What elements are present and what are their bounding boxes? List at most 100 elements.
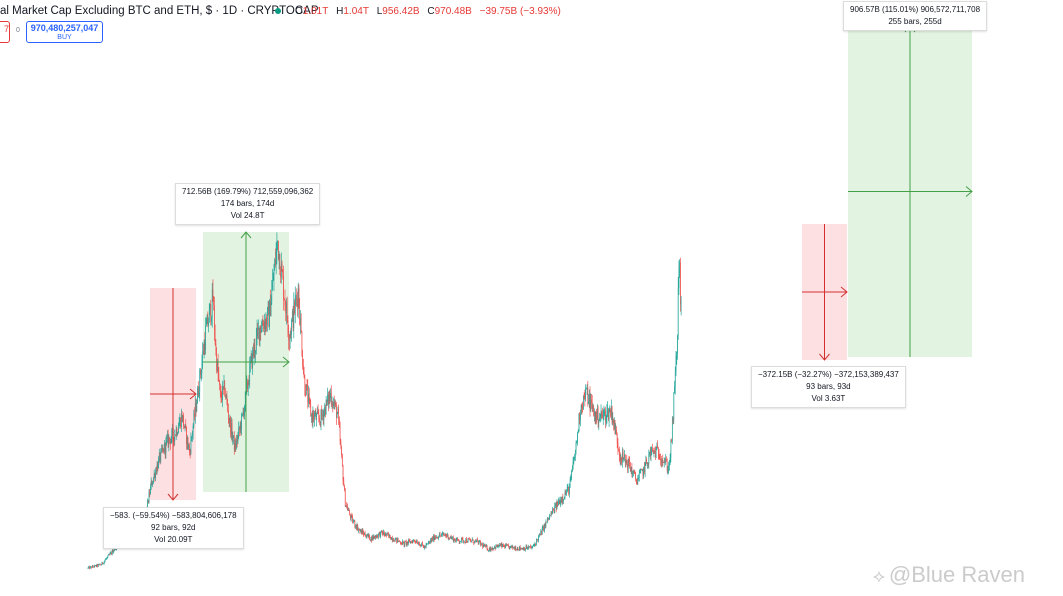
candle [393, 538, 395, 542]
candle [645, 455, 647, 466]
candle [616, 432, 618, 449]
candle [329, 389, 331, 405]
candle-body [266, 317, 267, 325]
candle [196, 399, 198, 413]
candle-body [490, 548, 492, 551]
candle [474, 539, 476, 543]
candle [499, 543, 500, 547]
candle-body [630, 466, 631, 472]
buy-button[interactable]: 970,480,257,047 BUY [26, 21, 103, 43]
candle-body [628, 458, 630, 462]
candle [422, 544, 424, 548]
candle-body [214, 305, 215, 331]
candle-body [300, 317, 302, 333]
candle [401, 542, 403, 545]
candle-body [354, 520, 356, 527]
candle [591, 393, 592, 410]
candle-body [197, 388, 198, 404]
candle [515, 545, 517, 552]
candle [283, 265, 284, 311]
candle-body [271, 289, 273, 303]
candle-body [179, 418, 181, 424]
candle-body [412, 540, 414, 544]
candle [640, 468, 642, 474]
candle [546, 521, 547, 523]
candle-body [269, 300, 270, 327]
candle [673, 392, 675, 425]
candle [217, 358, 218, 373]
candle-body [180, 418, 181, 428]
candle-body [566, 487, 568, 493]
candle [306, 379, 308, 391]
candle-body [352, 521, 354, 523]
candle-body [241, 414, 242, 430]
candle [278, 240, 279, 261]
candle [482, 542, 484, 550]
candle [570, 474, 572, 482]
candle-body [610, 406, 612, 416]
candle-body [230, 418, 231, 435]
candle-body [477, 540, 479, 545]
candle [563, 496, 565, 500]
candle [262, 315, 264, 326]
candle-body [559, 500, 561, 505]
candle [271, 279, 273, 306]
candle-body [558, 501, 559, 506]
candle-body [502, 544, 503, 547]
candle-body [153, 473, 155, 478]
measure-label-4[interactable]: 906.57B (115.01%) 906,572,711,708 255 ba… [843, 1, 988, 31]
candle-body [570, 476, 572, 480]
candle-body [587, 387, 589, 404]
candle [655, 446, 657, 459]
candle [351, 512, 353, 518]
candle-body [178, 428, 179, 434]
candle [164, 442, 166, 459]
measure-label-3[interactable]: −372.15B (−32.27%) −372,153,389,437 93 b… [751, 366, 906, 408]
candle-body [495, 545, 497, 549]
candle [361, 528, 363, 535]
candle [226, 390, 228, 406]
candle [470, 538, 472, 543]
candle [214, 324, 216, 346]
candle [221, 391, 223, 403]
candle-body [452, 537, 454, 542]
candle [400, 542, 402, 546]
candle [670, 439, 672, 463]
candle [494, 546, 496, 551]
candle-body [621, 452, 623, 463]
candle [466, 540, 468, 543]
candle [491, 547, 492, 551]
candle [177, 431, 179, 436]
candle [513, 546, 514, 549]
candle-body [468, 538, 470, 540]
candle-body [450, 536, 452, 539]
candle [152, 480, 154, 488]
candle-body [100, 564, 101, 566]
candle [631, 463, 633, 478]
candle-body [161, 448, 162, 451]
candle-body [666, 461, 668, 471]
candle-body [619, 456, 621, 461]
measure-label-1[interactable]: −583. (−59.54%) −583,804,606,178 92 bars… [103, 507, 244, 549]
candle-body [437, 537, 439, 539]
candle-body [515, 547, 517, 550]
measure-label-2[interactable]: 712.56B (169.79%) 712,559,096,362 174 ba… [175, 183, 321, 225]
candle-body [427, 543, 428, 545]
candle-body [106, 557, 108, 559]
candle [463, 540, 465, 543]
sell-button[interactable]: 7 [0, 21, 10, 43]
candle-body [429, 541, 431, 543]
candle [339, 416, 340, 428]
candle-body [235, 443, 237, 449]
candle [438, 535, 439, 541]
candle-body [164, 443, 165, 453]
candle-body [597, 407, 599, 424]
measure-label-3-bars: 93 bars, 93d [806, 382, 851, 391]
candle [112, 548, 114, 553]
candle-body [236, 439, 238, 442]
candle-body [646, 459, 647, 464]
candle-body [558, 500, 560, 502]
candle-body [389, 534, 390, 536]
candle [212, 279, 214, 303]
